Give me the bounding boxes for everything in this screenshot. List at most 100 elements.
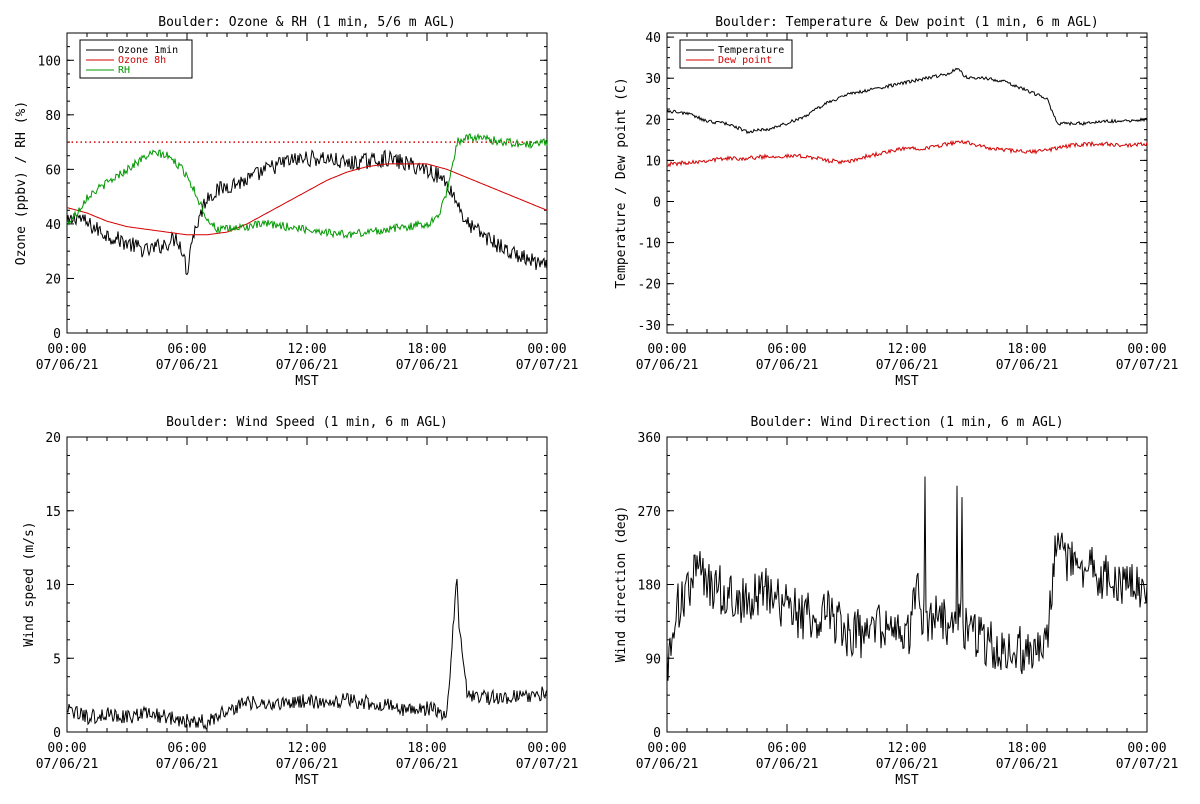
- x-axis-label: MST: [295, 374, 319, 389]
- x-tick-label-date: 07/06/21: [36, 358, 99, 373]
- series-rh: [66, 132, 548, 239]
- series-temperature: [666, 67, 1148, 135]
- x-tick-label-time: 06:00: [167, 342, 206, 357]
- x-axis: 00:0007/06/2106:0007/06/2112:0007/06/211…: [636, 437, 1179, 772]
- series-ozone-1min: [66, 149, 548, 276]
- x-tick-label-date: 07/06/21: [756, 757, 819, 772]
- x-tick-label-time: 18:00: [407, 342, 446, 357]
- x-tick-label-date: 07/06/21: [636, 757, 699, 772]
- panel-wind-speed: Boulder: Wind Speed (1 min, 6 m AGL) 0 5 1…: [22, 415, 578, 788]
- x-tick-label-date: 07/06/21: [996, 358, 1059, 373]
- y-tick-label: 40: [45, 218, 61, 233]
- x-tick-label-date: 07/06/21: [396, 358, 459, 373]
- x-axis-label: MST: [895, 374, 919, 389]
- x-tick-label-date: 07/06/21: [756, 358, 819, 373]
- y-tick-label: 20: [645, 113, 661, 128]
- x-tick-label-date: 07/06/21: [396, 757, 459, 772]
- y-tick-label: 360: [638, 431, 661, 446]
- plot-area: [666, 476, 1148, 681]
- x-tick-label-date: 07/06/21: [636, 358, 699, 373]
- x-tick-label-time: 06:00: [167, 741, 206, 756]
- x-tick-label-time: 12:00: [887, 342, 926, 357]
- x-tick-label-time: 18:00: [407, 741, 446, 756]
- y-tick-label: 40: [645, 31, 661, 46]
- x-tick-label-date: 07/06/21: [36, 757, 99, 772]
- x-tick-label-time: 06:00: [767, 342, 806, 357]
- x-tick-label-time: 12:00: [887, 741, 926, 756]
- x-tick-label-time: 00:00: [527, 342, 566, 357]
- y-tick-label: 100: [38, 54, 61, 69]
- y-axis: 0 90 180 270 360: [638, 431, 1147, 741]
- plot-frame: [666, 32, 1148, 334]
- y-axis-label: Wind speed (m/s): [22, 521, 37, 646]
- legend-label-ozone-1min: Ozone 1min: [118, 45, 178, 56]
- x-tick-label-time: 00:00: [647, 342, 686, 357]
- y-tick-label: 15: [45, 505, 61, 520]
- x-tick-label-time: 00:00: [1127, 342, 1166, 357]
- y-tick-label: -30: [638, 319, 661, 334]
- y-tick-label: -20: [638, 278, 661, 293]
- y-tick-label: -10: [638, 237, 661, 252]
- x-tick-label-time: 00:00: [527, 741, 566, 756]
- x-tick-label-time: 00:00: [647, 741, 686, 756]
- x-tick-label-date: 07/06/21: [876, 358, 939, 373]
- legend-label-ozone-8h: Ozone 8h: [118, 55, 166, 66]
- chart-title: Boulder: Ozone & RH (1 min, 5/6 m AGL): [158, 15, 455, 30]
- x-tick-label-time: 00:00: [47, 342, 86, 357]
- y-tick-label: 90: [645, 652, 661, 667]
- x-tick-label-time: 00:00: [1127, 741, 1166, 756]
- plot-area: [666, 67, 1148, 168]
- x-tick-label-time: 06:00: [767, 741, 806, 756]
- x-tick-label-date: 07/07/21: [516, 757, 579, 772]
- chart-title: Boulder: Wind Direction (1 min, 6 m AGL): [750, 415, 1063, 430]
- x-axis: 00:0007/06/2106:0007/06/2112:0007/06/211…: [36, 437, 579, 772]
- y-axis-label: Ozone (ppbv) / RH (%): [14, 101, 29, 265]
- chart-title: Boulder: Temperature & Dew point (1 min,…: [715, 15, 1099, 30]
- x-tick-label-date: 07/07/21: [1116, 757, 1179, 772]
- y-tick-label: 10: [45, 579, 61, 594]
- legend: Ozone 1min Ozone 8h RH: [79, 39, 193, 79]
- x-tick-label-time: 12:00: [287, 342, 326, 357]
- y-axis-label: Wind direction (deg): [614, 506, 629, 663]
- y-axis: -30 -20 -10 0 10 20 30 40: [638, 31, 1147, 334]
- legend-box: [79, 39, 193, 79]
- y-axis: 0 20 40 60 80 100: [38, 32, 547, 342]
- x-tick-label-time: 12:00: [287, 741, 326, 756]
- x-axis: 00:0007/06/2106:0007/06/2112:0007/06/211…: [636, 33, 1179, 373]
- y-tick-label: 30: [645, 72, 661, 87]
- x-tick-label-date: 07/07/21: [1116, 358, 1179, 373]
- x-tick-label-time: 00:00: [47, 741, 86, 756]
- legend-label-dew-point: Dew point: [718, 55, 772, 66]
- y-axis-label: Temperature / Dew point (C): [614, 77, 629, 288]
- chart-title: Boulder: Wind Speed (1 min, 6 m AGL): [166, 415, 448, 430]
- y-tick-label: 0: [53, 327, 61, 342]
- y-tick-label: 20: [45, 431, 61, 446]
- plot-area: [66, 578, 548, 730]
- panel-wind-direction: Boulder: Wind Direction (1 min, 6 m AGL)…: [614, 415, 1178, 788]
- x-axis-label: MST: [295, 773, 319, 788]
- panel-temperature-dewpoint: Boulder: Temperature & Dew point (1 min,…: [614, 15, 1178, 389]
- series-ozone-8h: [66, 163, 548, 236]
- x-tick-label-date: 07/06/21: [156, 757, 219, 772]
- legend-label-temperature: Temperature: [718, 45, 784, 56]
- y-tick-label: 10: [645, 154, 661, 169]
- y-tick-label: 0: [653, 726, 661, 741]
- plot-frame: [666, 436, 1148, 733]
- x-tick-label-date: 07/06/21: [276, 757, 339, 772]
- legend: Temperature Dew point: [679, 39, 793, 69]
- panel-ozone-rh: Boulder: Ozone & RH (1 min, 5/6 m AGL) 0…: [14, 15, 578, 389]
- x-tick-label-date: 07/06/21: [996, 757, 1059, 772]
- y-tick-label: 20: [45, 272, 61, 287]
- y-tick-label: 180: [638, 579, 661, 594]
- plot-frame: [66, 436, 548, 733]
- y-tick-label: 0: [653, 195, 661, 210]
- x-tick-label-date: 07/07/21: [516, 358, 579, 373]
- plot-area: [66, 132, 548, 276]
- x-axis-label: MST: [895, 773, 919, 788]
- x-tick-label-date: 07/06/21: [876, 757, 939, 772]
- series-dew-point: [666, 139, 1148, 168]
- series-line: [66, 578, 548, 730]
- x-tick-label-time: 18:00: [1007, 741, 1046, 756]
- legend-label-rh: RH: [118, 65, 130, 76]
- y-tick-label: 0: [53, 726, 61, 741]
